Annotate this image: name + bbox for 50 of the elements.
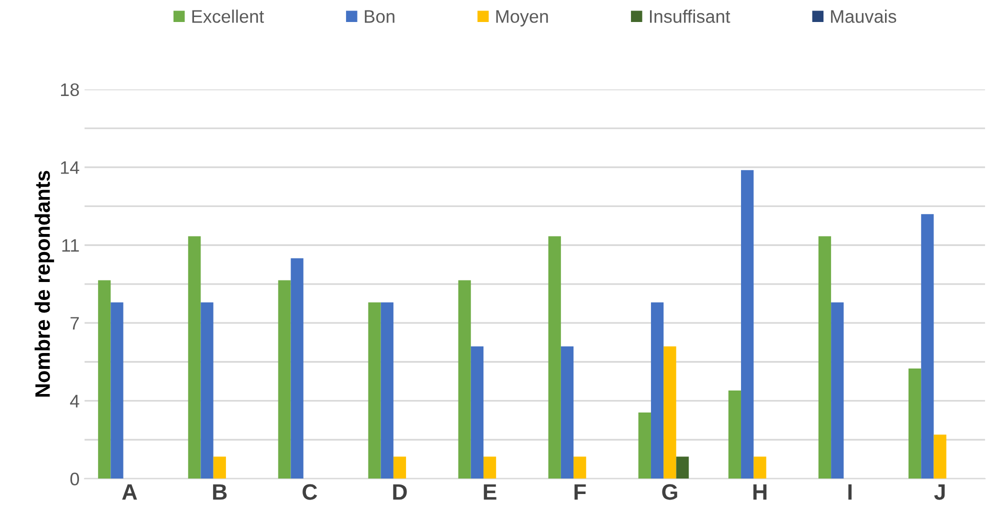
y-axis-title: Nombre de repondants (34, 170, 54, 397)
bar (380, 302, 394, 479)
bar (921, 214, 934, 479)
bar (393, 456, 406, 479)
legend-label: Moyen (496, 10, 548, 26)
bar (574, 456, 586, 479)
bar (458, 280, 471, 479)
bar (728, 390, 742, 479)
bar (188, 236, 201, 479)
bar (213, 456, 226, 479)
y-tick-label: 14 (61, 161, 80, 174)
x-tick-label: D (393, 484, 407, 500)
bar (470, 346, 484, 479)
bar (754, 456, 766, 479)
x-tick-label: B (213, 484, 227, 500)
bar (664, 346, 676, 479)
y-tick-label: 0 (70, 472, 80, 486)
x-tick-label: E (484, 484, 496, 500)
bar (560, 346, 574, 479)
x-tick-label: I (848, 484, 852, 500)
bar (638, 412, 651, 479)
x-tick-label: A (122, 484, 138, 500)
bar (110, 302, 124, 479)
bar (200, 302, 214, 479)
bar (278, 280, 291, 479)
legend-label: Insuffisant (650, 10, 730, 23)
bar (548, 236, 561, 479)
bar (483, 456, 496, 479)
x-tick-label: F (574, 484, 586, 500)
bar (98, 280, 111, 479)
bar (676, 456, 689, 479)
y-tick-label: 7 (70, 317, 79, 330)
bar (741, 170, 754, 479)
legend-label: Excellent (192, 10, 264, 23)
legend-label: Mauvais (831, 10, 896, 23)
legend-label: Bon (364, 10, 394, 23)
x-tick-label: C (302, 484, 318, 500)
bar (831, 302, 844, 479)
x-tick-label: G (662, 484, 678, 500)
bar (934, 434, 946, 479)
bar (650, 302, 664, 479)
y-tick-label: 18 (61, 83, 79, 96)
bar (368, 302, 381, 479)
x-tick-label: J (934, 484, 945, 500)
bar (908, 368, 922, 479)
x-tick-label: H (753, 484, 766, 500)
bar (818, 236, 832, 479)
y-tick-label: 4 (70, 394, 80, 408)
y-tick-label: 11 (62, 239, 79, 252)
bar (290, 258, 304, 479)
